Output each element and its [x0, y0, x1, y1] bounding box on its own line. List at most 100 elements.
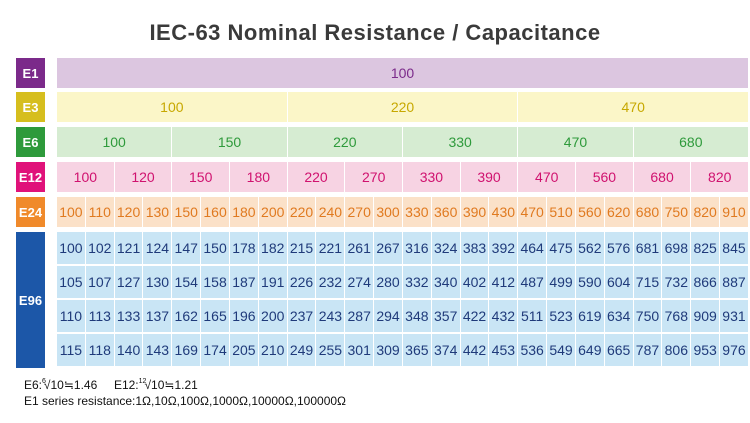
value-cell: 226 — [286, 266, 316, 298]
value-cell: 232 — [315, 266, 344, 298]
e96-row: 115 118 140 143 169 174 205 210 249 255 301 309 365 3… — [57, 334, 748, 366]
value-cell: 102 — [84, 232, 114, 264]
value-cell: 274 — [344, 266, 373, 298]
e96-row: 100 102 121 124 147 150 178 182 215 221 261 267 316 3… — [57, 232, 748, 264]
value-cell: 196 — [228, 300, 258, 332]
value-cell: 270 — [344, 162, 402, 192]
value-cell: 220 — [286, 162, 345, 192]
value-cell: 150 — [171, 127, 286, 157]
value-cell: 240 — [315, 197, 344, 227]
value-cell: 165 — [200, 300, 229, 332]
value-cell: 147 — [171, 232, 200, 264]
value-cell: 130 — [142, 197, 171, 227]
value-cell: 178 — [228, 232, 258, 264]
value-cell: 470 — [517, 127, 632, 157]
value-cell: 549 — [546, 334, 575, 366]
value-cell: 806 — [661, 334, 690, 366]
value-cell: 470 — [517, 162, 575, 192]
e6-ratio: √10≒1.46 — [43, 378, 98, 392]
value-cell: 866 — [690, 266, 719, 298]
series-row-e3: 100 220 470 — [57, 92, 748, 122]
value-cell: 909 — [690, 300, 719, 332]
value-cell: 105 — [59, 274, 83, 290]
value-cell: 110 — [59, 308, 83, 324]
value-cell: 787 — [632, 334, 662, 366]
series-row-e1: 100 — [57, 58, 748, 88]
value-cell: 953 — [690, 334, 719, 366]
e96-row: 110 113 133 137 162 165 196 200 237 243 287 294 348 3… — [57, 300, 748, 332]
value-cell: 301 — [344, 334, 373, 366]
value-cell: 162 — [171, 300, 200, 332]
value-cell: 127 — [113, 266, 143, 298]
value-cell: 768 — [661, 300, 690, 332]
value-cell: 100 — [59, 240, 83, 256]
value-cell: 270 — [344, 197, 373, 227]
series-label-e1: E1 — [16, 58, 45, 88]
value-cell: 470 — [517, 92, 748, 122]
e12-root-index: 12 — [138, 378, 147, 385]
value-cell: 115 — [59, 342, 83, 358]
value-cell: 158 — [200, 266, 229, 298]
value-cell: 562 — [574, 232, 604, 264]
value-cell: 255 — [315, 334, 344, 366]
value-cell: 200 — [257, 300, 287, 332]
value-cell: 887 — [719, 266, 748, 298]
value-cell: 680 — [632, 127, 748, 157]
value-cell: 820 — [690, 162, 748, 192]
value-cell: 110 — [84, 197, 114, 227]
value-cell: 243 — [315, 300, 344, 332]
value-cell: 324 — [430, 232, 460, 264]
e6-root-index: 6 — [42, 378, 46, 385]
value-cell: 475 — [546, 232, 575, 264]
value-cell: 100 — [59, 204, 83, 220]
value-cell: 130 — [142, 266, 171, 298]
value-cell: 680 — [632, 197, 662, 227]
value-cell: 220 — [286, 92, 518, 122]
value-cell: 499 — [546, 266, 575, 298]
value-cell: 576 — [603, 232, 633, 264]
value-cell: 137 — [142, 300, 171, 332]
value-cell: 340 — [430, 266, 460, 298]
value-cell: 182 — [257, 232, 287, 264]
value-cell: 140 — [113, 334, 143, 366]
value-cell: 536 — [517, 334, 546, 366]
value-cell: 820 — [690, 197, 719, 227]
series-row-e6: 100 150 220 330 470 680 — [57, 127, 748, 157]
value-cell: 560 — [574, 197, 604, 227]
series-label-e24: E24 — [16, 197, 45, 227]
value-cell: 249 — [286, 334, 316, 366]
value-cell: 348 — [401, 300, 431, 332]
value-cell: 510 — [546, 197, 575, 227]
value-cell: 390 — [459, 197, 489, 227]
value-cell: 357 — [430, 300, 460, 332]
value-cell: 100 — [160, 99, 184, 115]
value-cell: 107 — [84, 266, 114, 298]
value-cell: 470 — [517, 197, 546, 227]
value-cell: 392 — [488, 232, 517, 264]
value-cell: 221 — [315, 232, 344, 264]
value-cell: 383 — [459, 232, 489, 264]
value-cell: 200 — [257, 197, 287, 227]
value-cell: 169 — [171, 334, 200, 366]
series-row-e24: 100 110 120 130 150 160 180 200 220 240 270 300 330 3… — [57, 197, 748, 227]
value-cell: 150 — [171, 162, 229, 192]
value-cell: 360 — [430, 197, 460, 227]
value-cell: 205 — [228, 334, 258, 366]
series-row-e12: 100 120 150 180 220 270 330 390 470 560 680 820 — [57, 162, 748, 192]
value-cell: 412 — [488, 266, 517, 298]
series-note: E1 series resistance:1Ω,10Ω,100Ω,1000Ω,1… — [24, 394, 347, 408]
value-cell: 160 — [200, 197, 229, 227]
value-cell: 187 — [228, 266, 258, 298]
value-cell: 124 — [142, 232, 171, 264]
value-cell: 402 — [459, 266, 489, 298]
e12-ratio: √10≒1.21 — [144, 378, 198, 392]
value-cell: 174 — [200, 334, 229, 366]
value-cell: 220 — [286, 127, 402, 157]
value-cell: 100 — [73, 169, 98, 185]
value-cell: 511 — [517, 300, 546, 332]
value-cell: 330 — [402, 162, 460, 192]
value-cell: 261 — [344, 232, 373, 264]
e6-prefix: E6: — [24, 378, 43, 392]
page-title: IEC-63 Nominal Resistance / Capacitance — [149, 20, 601, 45]
value-cell: 698 — [661, 232, 690, 264]
